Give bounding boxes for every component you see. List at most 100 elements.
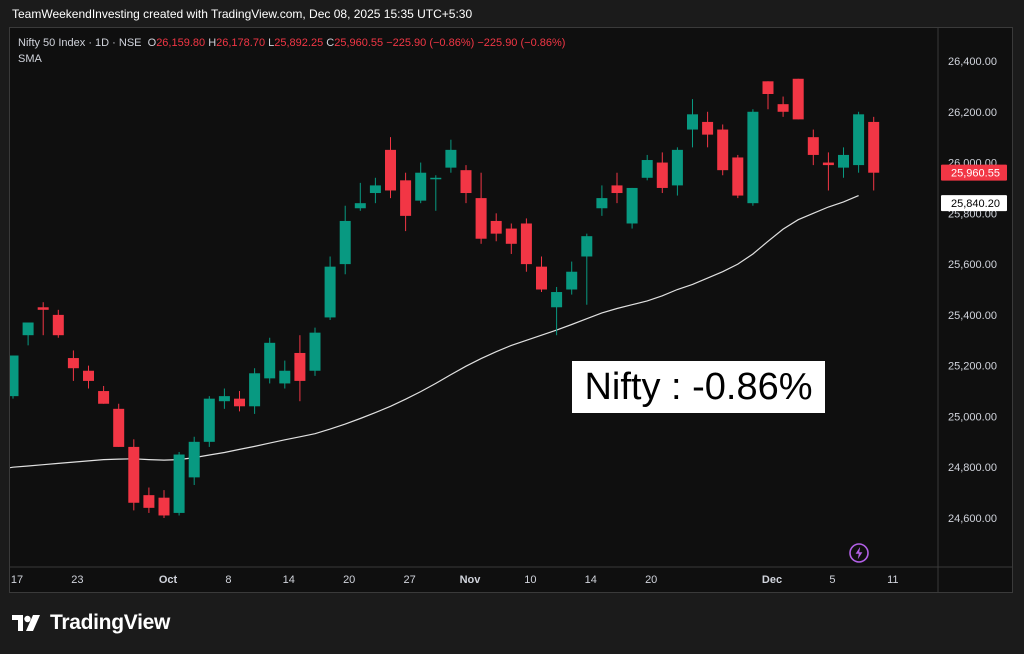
legend-high: 26,178.70 bbox=[216, 37, 266, 49]
footer-brand[interactable]: TradingView bbox=[50, 611, 171, 634]
footer: TradingView bbox=[12, 611, 170, 635]
x-tick-label: 23 bbox=[71, 574, 83, 586]
candle-body[interactable] bbox=[762, 81, 774, 95]
x-tick-label: 14 bbox=[585, 574, 597, 586]
candle-body[interactable] bbox=[234, 398, 245, 407]
x-tick-label: 14 bbox=[283, 574, 295, 586]
legend-high-label: H bbox=[208, 37, 217, 49]
candle-body[interactable] bbox=[732, 157, 744, 196]
candle-body[interactable] bbox=[415, 172, 427, 201]
candle-body[interactable] bbox=[98, 391, 110, 404]
candle-body[interactable] bbox=[641, 160, 653, 178]
x-tick-label: 17 bbox=[11, 574, 23, 586]
last-price-marker bbox=[941, 164, 1007, 181]
candle-body[interactable] bbox=[838, 154, 849, 168]
y-tick-label: 25,200.00 bbox=[948, 361, 997, 373]
sma-value-marker bbox=[941, 195, 1007, 212]
candle-body[interactable] bbox=[400, 180, 412, 216]
candle-body[interactable] bbox=[324, 266, 336, 318]
candle-body[interactable] bbox=[22, 322, 34, 336]
candle-body[interactable] bbox=[52, 314, 64, 336]
candle-body[interactable] bbox=[536, 266, 547, 290]
candle-body[interactable] bbox=[385, 149, 396, 191]
candle-body[interactable] bbox=[460, 170, 472, 194]
candle-body[interactable] bbox=[8, 355, 19, 397]
candle-body[interactable] bbox=[520, 223, 532, 265]
candle-body[interactable] bbox=[67, 358, 79, 369]
candle-body[interactable] bbox=[596, 198, 608, 209]
annotation-box: Nifty : -0.86% bbox=[572, 361, 825, 413]
candle-body[interactable] bbox=[188, 441, 200, 478]
x-tick-label: Dec bbox=[762, 574, 782, 586]
legend-low-label: L bbox=[268, 37, 275, 49]
candle-body[interactable] bbox=[566, 271, 578, 290]
legend-symbol[interactable]: Nifty 50 Index · 1D · NSE bbox=[18, 37, 142, 49]
candle-body[interactable] bbox=[581, 236, 593, 257]
candle-body[interactable] bbox=[309, 332, 321, 371]
candle-body[interactable] bbox=[868, 121, 880, 173]
candle-body[interactable] bbox=[369, 185, 381, 194]
y-tick-label: 26,400.00 bbox=[948, 56, 997, 68]
x-tick-label: 27 bbox=[403, 574, 415, 586]
x-tick-label: 20 bbox=[645, 574, 657, 586]
y-tick-label: 24,600.00 bbox=[948, 513, 997, 525]
candle-body[interactable] bbox=[279, 370, 291, 384]
y-tick-label: 25,000.00 bbox=[948, 411, 997, 423]
candle-body[interactable] bbox=[626, 187, 638, 224]
candle-body[interactable] bbox=[113, 408, 125, 447]
candle-body[interactable] bbox=[173, 454, 185, 513]
candle-body[interactable] bbox=[430, 177, 442, 180]
candle-body[interactable] bbox=[853, 114, 865, 166]
legend-change: −225.90 (−0.86%) bbox=[386, 37, 475, 49]
candle-body[interactable] bbox=[702, 121, 714, 135]
legend-low: 25,892.25 bbox=[274, 37, 324, 49]
candle-body[interactable] bbox=[807, 137, 819, 155]
candle-body[interactable] bbox=[158, 497, 170, 516]
x-tick-label: 20 bbox=[343, 574, 355, 586]
candle-body[interactable] bbox=[611, 185, 623, 194]
y-tick-label: 25,800.00 bbox=[948, 208, 997, 220]
legend-open-label: O bbox=[147, 37, 157, 49]
candle-body[interactable] bbox=[671, 149, 683, 186]
candle-body[interactable] bbox=[777, 104, 789, 112]
candle-body[interactable] bbox=[505, 228, 517, 244]
candle-body[interactable] bbox=[249, 373, 261, 407]
candle-body[interactable] bbox=[339, 220, 351, 265]
candle-body[interactable] bbox=[792, 78, 804, 120]
candle-body[interactable] bbox=[551, 292, 563, 308]
candle-body[interactable] bbox=[128, 446, 140, 503]
y-tick-label: 25,600.00 bbox=[948, 259, 997, 271]
y-tick-label: 26,200.00 bbox=[948, 107, 997, 119]
lightning-icon[interactable] bbox=[848, 542, 870, 564]
candle-body[interactable] bbox=[656, 162, 668, 188]
candle-body[interactable] bbox=[294, 352, 306, 381]
candle-body[interactable] bbox=[264, 342, 276, 379]
sma-indicator-label[interactable]: SMA bbox=[18, 53, 42, 65]
x-tick-label: 11 bbox=[887, 574, 898, 586]
x-tick-label: 5 bbox=[829, 574, 835, 586]
x-tick-label: Nov bbox=[460, 574, 482, 586]
tradingview-logo-icon bbox=[12, 615, 40, 631]
legend-close-label: C bbox=[326, 37, 335, 49]
plot-area[interactable] bbox=[7, 78, 880, 518]
legend-open: 26,159.80 bbox=[156, 37, 206, 49]
sma-line bbox=[10, 195, 859, 469]
legend-close: 25,960.55 bbox=[334, 37, 384, 49]
candle-body[interactable] bbox=[203, 398, 215, 442]
candle-body[interactable] bbox=[218, 396, 230, 402]
x-tick-label: Oct bbox=[159, 574, 178, 586]
candle-body[interactable] bbox=[83, 370, 94, 381]
candle-body[interactable] bbox=[490, 220, 502, 234]
candle-body[interactable] bbox=[717, 129, 729, 171]
chart-header: TeamWeekendInvesting created with Tradin… bbox=[12, 7, 473, 21]
candle-body[interactable] bbox=[822, 162, 834, 166]
candle-body[interactable] bbox=[687, 114, 698, 130]
candle-body[interactable] bbox=[37, 307, 49, 310]
candle-body[interactable] bbox=[445, 149, 457, 168]
candle-body[interactable] bbox=[354, 203, 366, 209]
candle-body[interactable] bbox=[747, 111, 759, 204]
x-tick-label: 8 bbox=[225, 574, 231, 586]
candle-body[interactable] bbox=[475, 198, 487, 239]
candle-body[interactable] bbox=[143, 495, 155, 508]
